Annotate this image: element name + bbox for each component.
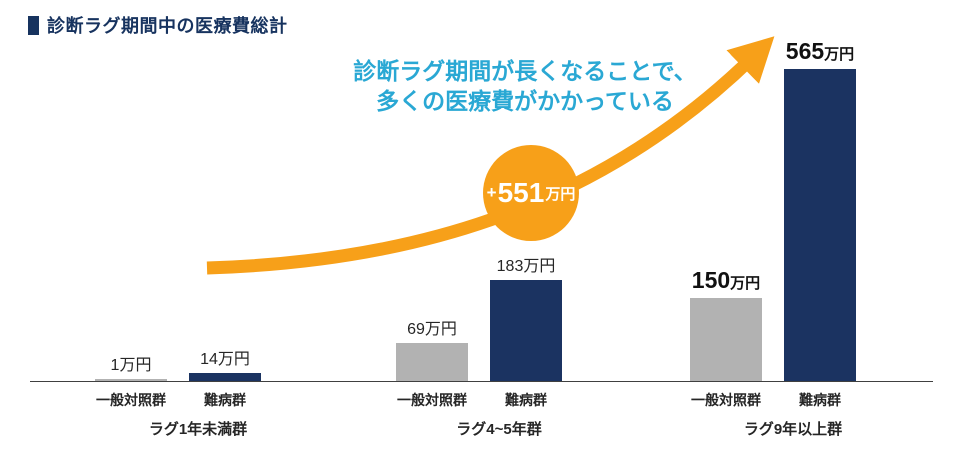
annotation-text: 診断ラグ期間が長くなることで、 多くの医療費がかかっている — [290, 56, 760, 117]
bar-value-label: 69万円 — [407, 315, 457, 339]
group-label: ラグ4~5年群 — [456, 421, 542, 438]
bar-value-unit: 万円 — [119, 357, 152, 374]
bar-value-unit: 万円 — [424, 320, 457, 338]
page-title: 診断ラグ期間中の医療費総計 — [47, 16, 288, 36]
bars-row: 1万円 14万円 — [95, 345, 261, 381]
title-marker-icon — [28, 15, 39, 35]
bar-rare-disease — [490, 279, 562, 381]
annotation-line-2: 多くの医療費がかかっている — [376, 88, 674, 115]
bar-value-number: 69 — [407, 320, 425, 338]
bar-column: 1万円 — [95, 351, 167, 381]
bar-value-label: 150万円 — [692, 267, 760, 294]
group-label: ラグ1年未満群 — [148, 421, 248, 438]
category-labels-row: 一般対照群 難病群 — [396, 390, 562, 410]
category-label-general-control: 一般対照群 — [96, 392, 166, 408]
annotation-line-1: 診断ラグ期間が長くなることで、 — [353, 58, 697, 84]
bar-value-number: 14 — [200, 351, 218, 369]
category-labels-row: 一般対照群 難病群 — [95, 390, 261, 410]
category-labels-row: 一般対照群 難病群 — [690, 390, 856, 410]
bar-rare-disease — [784, 68, 856, 381]
x-axis-line — [30, 381, 933, 382]
bar-column: 565万円 — [784, 38, 856, 381]
bar-value-label: 565万円 — [786, 38, 854, 65]
bar-rare-disease — [189, 373, 261, 381]
bar-value-number: 565 — [785, 37, 825, 64]
bar-value-unit: 万円 — [824, 45, 855, 63]
bar-value-number: 183 — [496, 257, 524, 275]
category-label-general-control: 一般対照群 — [397, 392, 467, 408]
bar-value-unit: 万円 — [730, 275, 761, 293]
bar-general-control — [95, 379, 167, 381]
category-label-rare-disease: 難病群 — [505, 392, 547, 408]
bar-value-label: 14万円 — [200, 345, 250, 369]
bar-general-control — [690, 298, 762, 381]
bar-general-control — [396, 342, 468, 381]
bar-column: 150万円 — [690, 267, 762, 381]
bar-value-number: 150 — [691, 267, 731, 294]
bar-value-unit: 万円 — [217, 351, 250, 369]
group-label: ラグ9年以上群 — [743, 421, 843, 438]
bar-group-lag-over-9yr: 150万円 565万円 一般対照群 難病群 ラグ9年以上群 — [690, 0, 856, 454]
bar-column: 14万円 — [189, 345, 261, 381]
bar-group-lag-4-5yr: 69万円 183万円 一般対照群 難病群 ラグ4~5年群 — [396, 0, 562, 454]
bar-column: 69万円 — [396, 315, 468, 381]
bar-value-label: 183万円 — [497, 252, 556, 276]
category-label-rare-disease: 難病群 — [799, 392, 841, 408]
bars-row: 69万円 183万円 — [396, 252, 562, 381]
bar-value-number: 1 — [110, 357, 120, 374]
category-label-general-control: 一般対照群 — [691, 392, 761, 408]
page-title-row: 診断ラグ期間中の医療費総計 — [28, 12, 288, 38]
bar-value-label: 1万円 — [111, 351, 152, 375]
bar-group-lag-under-1yr: 1万円 14万円 一般対照群 難病群 ラグ1年未満群 — [95, 0, 261, 454]
bar-value-unit: 万円 — [523, 257, 556, 275]
bars-row: 150万円 565万円 — [690, 38, 856, 381]
bar-column: 183万円 — [490, 252, 562, 381]
category-label-rare-disease: 難病群 — [204, 392, 246, 408]
